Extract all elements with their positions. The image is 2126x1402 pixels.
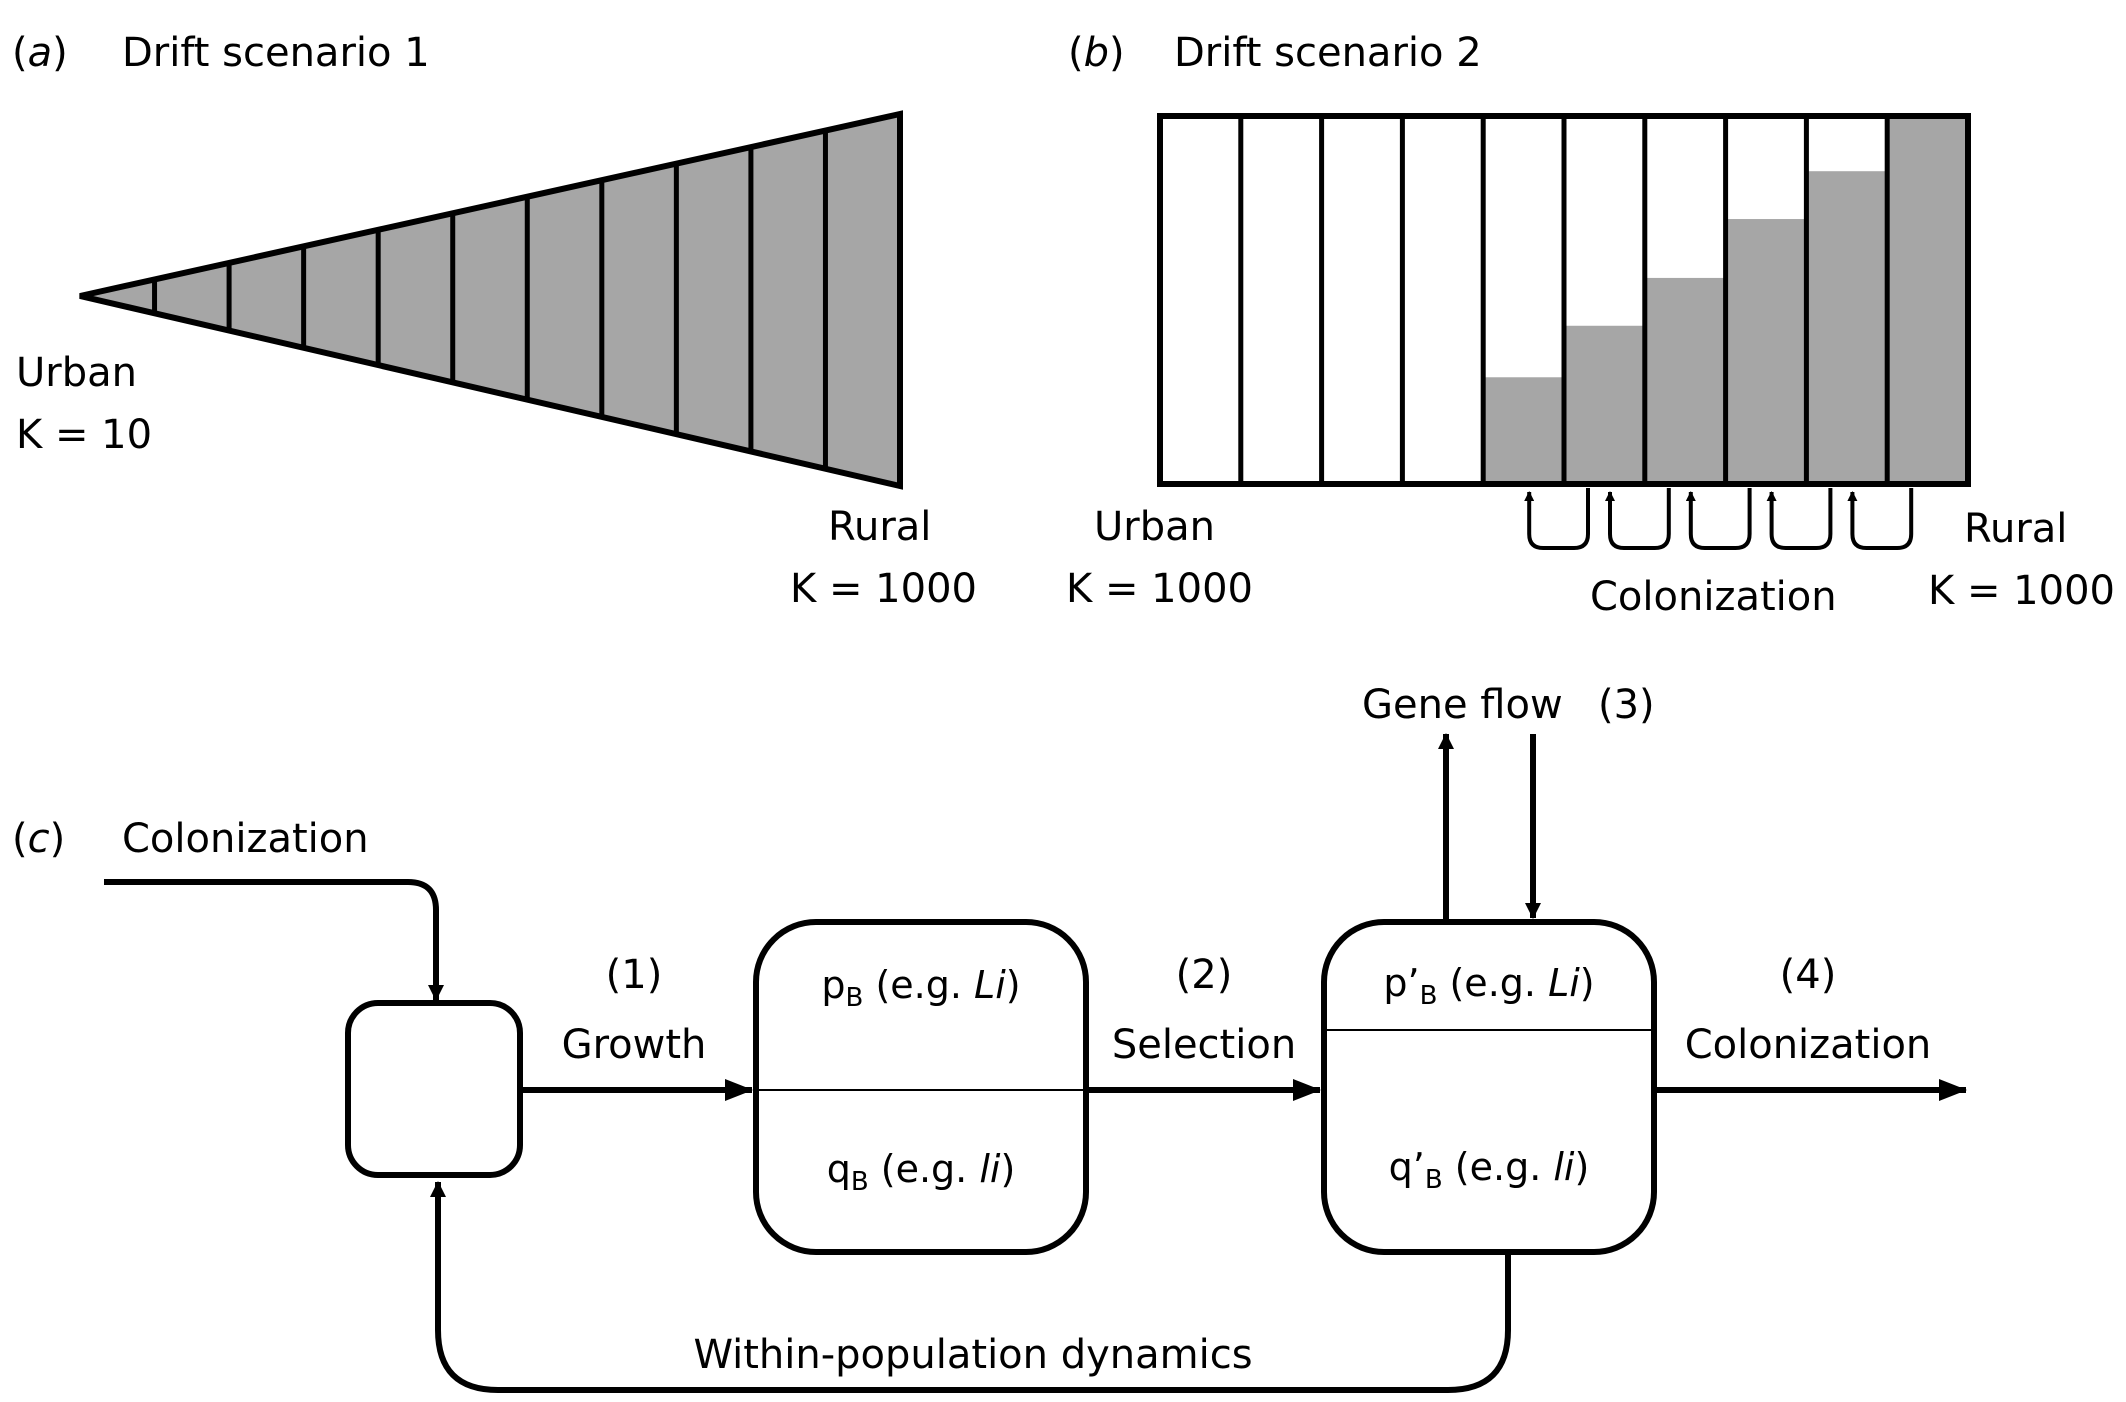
bar-fill [1806,171,1888,484]
allele-p-subscript: B [846,983,864,1013]
panel-a-rural-k: K = 1000 [790,566,977,612]
colonization-in-label: Colonization [122,816,369,862]
allele-p-prime-example: Li [1548,961,1580,1005]
colonization-loop-arrow [1605,488,1671,550]
colonization-loop-arrow [1847,488,1914,550]
colonization-loop-arrow [1524,488,1590,550]
within-population-loop [430,1181,1511,1393]
panel-a-rural-label: Rural [828,504,931,550]
panel-b-urban-label: Urban [1094,504,1215,550]
panel-a-tag: (a) [12,30,68,76]
panel-b: (b) Drift scenario 2 Urban K = 1000 Colo… [1066,30,2115,620]
allele-p-prime-label: p’B (e.g. Li) [1383,961,1594,1011]
allele-p-label: pB (e.g. Li) [821,963,1020,1013]
panel-b-title: Drift scenario 2 [1174,30,1482,76]
colonization-arrows [1524,488,1914,550]
drift-wedge [79,110,903,490]
bars-frame [1157,113,1971,487]
allele-q-example: li [979,1147,1001,1191]
panel-a-title: Drift scenario 1 [122,30,430,76]
step2-number: (2) [1176,952,1233,998]
allele-q-prime-example: li [1553,1145,1575,1189]
colonization-loop-arrow [1766,488,1833,550]
panel-b-rural-k: K = 1000 [1928,568,2115,614]
panel-b-colonization-label: Colonization [1590,574,1837,620]
allele-p-eg: (e.g. [863,963,974,1007]
panel-a-tag-letter: a [28,30,53,76]
allele-p-close: ) [1006,963,1021,1007]
allele-p-example: Li [974,963,1006,1007]
bar-fill [1483,377,1564,484]
bar-fill [1564,325,1645,484]
step4-label: Colonization [1685,1022,1932,1068]
allele-q-prime-label: q’B (e.g. li) [1389,1145,1590,1195]
allele-q-subscript: B [851,1167,869,1197]
panel-b-rural-label: Rural [1964,506,2067,552]
bar-fill [1644,277,1726,484]
allele-p-symbol: p [821,963,845,1007]
panel-b-tag: (b) [1068,30,1125,76]
drift-bars [1157,113,1971,487]
population-box [345,1000,523,1178]
colonization-in-arrow [104,879,444,1001]
panel-a-urban-label: Urban [16,350,137,396]
allele-p-prime-close: ) [1580,961,1595,1005]
bar-fill [1725,219,1807,485]
allele-q-close: ) [1000,1147,1015,1191]
allele-q-symbol: q [827,1147,851,1191]
step1-number: (1) [606,952,663,998]
panel-c-tag-letter: c [28,816,50,862]
allele-q-prime-close: ) [1575,1145,1590,1189]
step4-number: (4) [1780,952,1837,998]
allele-q-prime-subscript: B [1425,1165,1443,1195]
step1-label: Growth [562,1022,707,1068]
gene-flow-label: Gene flow [1362,682,1563,728]
panel-b-tag-letter: b [1084,30,1109,76]
bar-fill [1887,116,1968,484]
panel-c: (c) Colonization (1) Growth pB (e.g. Li)… [12,682,1967,1393]
within-population-label: Within-population dynamics [693,1332,1252,1378]
allele-p-prime-subscript: B [1420,981,1438,1011]
allele-q-eg: (e.g. [869,1147,980,1191]
step2-label: Selection [1112,1022,1296,1068]
allele-q-prime-eg: (e.g. [1443,1145,1554,1189]
panel-a-urban-k: K = 10 [16,412,152,458]
colonization-loop-arrow [1685,488,1752,550]
panel-a: (a) Drift scenario 1 Urban K = 10 Rural … [12,30,977,612]
allele-q-label: qB (e.g. li) [827,1147,1016,1197]
allele-p-prime-symbol: p’ [1383,961,1419,1005]
allele-p-prime-eg: (e.g. [1437,961,1548,1005]
panel-b-urban-k: K = 1000 [1066,566,1253,612]
wedge-shape [79,110,903,490]
panel-c-tag: (c) [12,816,65,862]
allele-q-prime-symbol: q’ [1389,1145,1425,1189]
step3-number: (3) [1598,682,1655,728]
